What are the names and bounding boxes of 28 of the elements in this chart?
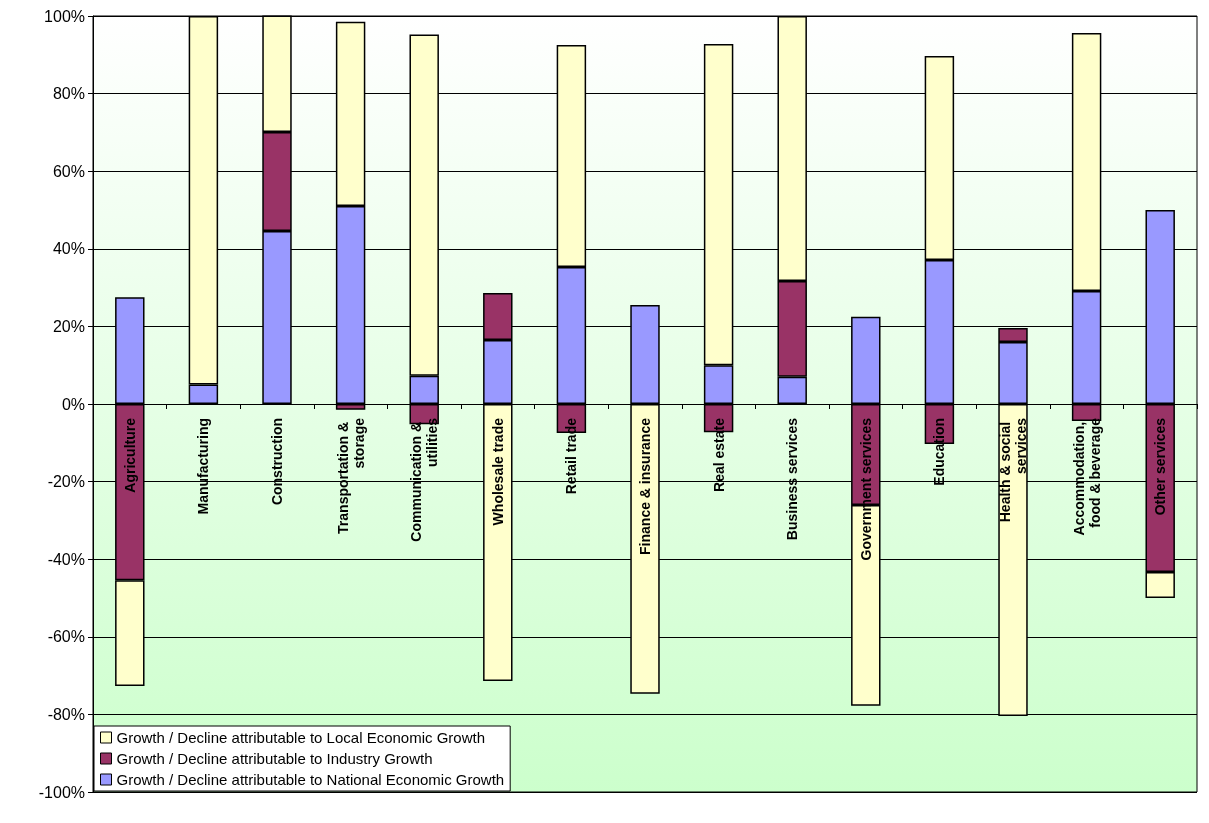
x-tick-label: Accommodation, food & beverage: [1070, 417, 1103, 536]
y-tick-label: 60%: [52, 162, 85, 180]
x-tick-label: Other services: [1152, 417, 1169, 516]
y-tick-label: -20%: [47, 473, 85, 491]
x-tick-label: Agriculture: [121, 417, 138, 493]
x-tick-label: Construction: [269, 418, 285, 506]
legend-label: Growth / Decline attributable to Local Economic Growth: [116, 729, 486, 746]
y-tick-label: -40%: [47, 550, 85, 568]
x-tick-label: Education: [931, 418, 948, 486]
y-tick-label: 80%: [52, 85, 85, 103]
x-tick-label: Manufacturing: [195, 418, 212, 515]
x-tick-label: Finance & insurance: [637, 417, 653, 555]
x-tick-label: Retail trade: [563, 417, 580, 495]
x-tick-label: Business services: [784, 417, 801, 541]
y-tick-label: 20%: [52, 317, 85, 335]
x-tick-label: Wholesale trade: [489, 417, 506, 526]
x-tick-label: Health & social services: [997, 417, 1029, 523]
legend-label: Growth / Decline attributable to Industry Growth: [116, 750, 433, 767]
y-tick-label: 40%: [52, 240, 85, 258]
x-tick-label: Transportation & storage: [334, 417, 367, 534]
y-tick-label: -60%: [47, 628, 85, 646]
y-tick-label: -80%: [47, 705, 85, 723]
y-tick-label: -100%: [38, 783, 85, 801]
x-tick-label: Real estate: [710, 417, 727, 492]
x-tick-label: Government services: [857, 417, 874, 561]
legend-label: Growth / Decline attributable to National Economic Growth: [116, 771, 505, 788]
y-tick-label: 0%: [61, 395, 85, 413]
y-tick-label: 100%: [44, 7, 85, 25]
